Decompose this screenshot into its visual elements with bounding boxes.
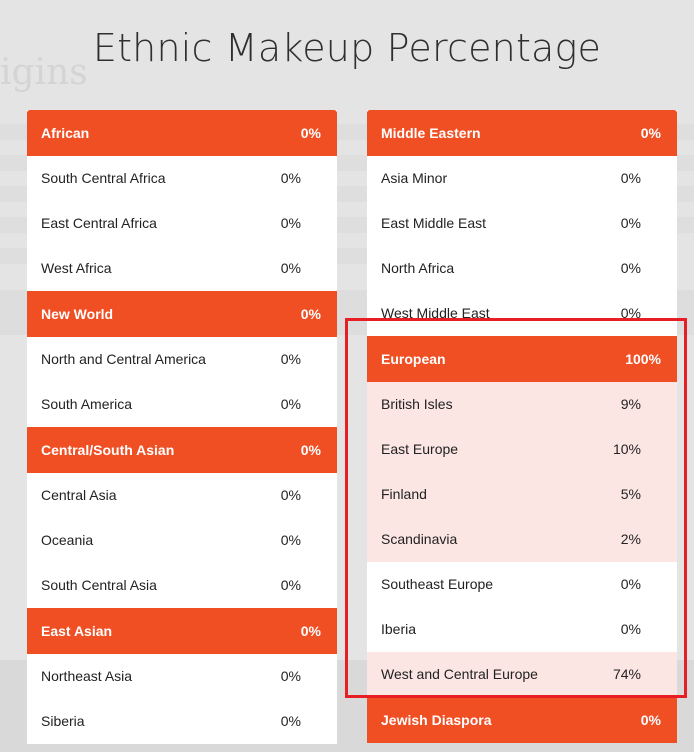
- ethnicity-percentage: 9%: [620, 396, 641, 412]
- ethnicity-percentage: 5%: [620, 486, 641, 502]
- ethnicity-row-north-africa: North Africa 0%: [367, 246, 677, 291]
- ethnicity-name: Iberia: [381, 621, 417, 637]
- region-name: East Asian: [41, 623, 113, 639]
- ethnicity-row-west-middle-east: West Middle East 0%: [367, 291, 677, 336]
- ethnicity-percentage: 0%: [280, 351, 301, 367]
- region-name: African: [41, 125, 90, 141]
- ethnicity-percentage: 0%: [620, 305, 641, 321]
- page-title: Ethnic Makeup Percentage: [92, 26, 602, 70]
- ethnicity-percentage: 0%: [280, 396, 301, 412]
- ethnicity-percentage: 0%: [620, 260, 641, 276]
- ethnicity-name: East Central Africa: [41, 215, 157, 231]
- ethnicity-row-southeast-europe: Southeast Europe 0%: [367, 562, 677, 607]
- ethnicity-name: North and Central America: [41, 351, 206, 367]
- ethnicity-row-north-and-central-america: North and Central America 0%: [27, 337, 337, 382]
- ethnicity-percentage: 0%: [280, 170, 301, 186]
- ethnicity-name: South America: [41, 396, 133, 412]
- ethnicity-name: South Central Africa: [41, 170, 166, 186]
- ethnicity-percentage: 0%: [280, 713, 301, 729]
- region-percentage: 0%: [640, 712, 661, 728]
- ethnicity-percentage: 0%: [280, 532, 301, 548]
- region-header-european: European 100%: [367, 336, 677, 382]
- ethnicity-name: West Middle East: [381, 305, 490, 321]
- ethnicity-row-east-middle-east: East Middle East 0%: [367, 201, 677, 246]
- ethnicity-name: West and Central Europe: [381, 666, 538, 682]
- ethnicity-row-finland: Finland 5%: [367, 472, 677, 517]
- ethnicity-percentage: 0%: [620, 170, 641, 186]
- region-name: Jewish Diaspora: [381, 712, 492, 728]
- ethnicity-percentage: 10%: [612, 441, 641, 457]
- ethnicity-row-south-central-africa: South Central Africa 0%: [27, 156, 337, 201]
- ethnicity-name: Scandinavia: [381, 531, 458, 547]
- ethnicity-row-siberia: Siberia 0%: [27, 699, 337, 744]
- region-percentage: 0%: [300, 125, 321, 141]
- ethnicity-row-central-asia: Central Asia 0%: [27, 473, 337, 518]
- region-percentage: 0%: [300, 442, 321, 458]
- ethnicity-name: British Isles: [381, 396, 453, 412]
- ethnicity-percentage: 0%: [620, 215, 641, 231]
- ethnicity-name: Finland: [381, 486, 427, 502]
- ethnicity-row-south-america: South America 0%: [27, 382, 337, 427]
- ethnicity-row-east-central-africa: East Central Africa 0%: [27, 201, 337, 246]
- ethnicity-row-british-isles: British Isles 9%: [367, 382, 677, 427]
- ethnicity-row-oceania: Oceania 0%: [27, 518, 337, 563]
- ethnicity-percentage: 74%: [612, 666, 641, 682]
- ethnicity-percentage: 0%: [280, 215, 301, 231]
- ethnicity-percentage: 0%: [280, 668, 301, 684]
- ethnicity-row-east-europe: East Europe 10%: [367, 427, 677, 472]
- ethnicity-percentage: 0%: [280, 260, 301, 276]
- region-name: Central/South Asian: [41, 442, 175, 458]
- ethnicity-name: North Africa: [381, 260, 455, 276]
- region-name: New World: [41, 306, 114, 322]
- ethnicity-percentage: 0%: [620, 576, 641, 592]
- region-percentage: 0%: [300, 623, 321, 639]
- ethnicity-table-left: African 0% South Central Africa 0% East Cent…: [27, 110, 337, 744]
- ethnicity-table-right: Middle Eastern 0% Asia Minor 0% East Middle …: [367, 110, 677, 743]
- region-header-middle-eastern: Middle Eastern 0%: [367, 110, 677, 156]
- ethnicity-name: Southeast Europe: [381, 576, 494, 592]
- ethnicity-row-northeast-asia: Northeast Asia 0%: [27, 654, 337, 699]
- ethnicity-name: Asia Minor: [381, 170, 448, 186]
- ethnicity-row-west-africa: West Africa 0%: [27, 246, 337, 291]
- ethnicity-name: Siberia: [41, 713, 85, 729]
- ethnicity-name: Oceania: [41, 532, 94, 548]
- ethnicity-percentage: 0%: [620, 621, 641, 637]
- ethnicity-row-iberia: Iberia 0%: [367, 607, 677, 652]
- ethnicity-percentage: 2%: [620, 531, 641, 547]
- region-header-jewish-diaspora: Jewish Diaspora 0%: [367, 697, 677, 743]
- region-percentage: 100%: [625, 351, 661, 367]
- ethnicity-name: Northeast Asia: [41, 668, 133, 684]
- ethnicity-name: West Africa: [41, 260, 112, 276]
- ethnicity-row-south-central-asia: South Central Asia 0%: [27, 563, 337, 608]
- region-header-new-world: New World 0%: [27, 291, 337, 337]
- region-name: Middle Eastern: [381, 125, 481, 141]
- region-percentage: 0%: [640, 125, 661, 141]
- ethnicity-row-asia-minor: Asia Minor 0%: [367, 156, 677, 201]
- region-header-african: African 0%: [27, 110, 337, 156]
- region-name: European: [381, 351, 446, 367]
- ethnicity-name: South Central Asia: [41, 577, 157, 593]
- ethnicity-name: East Europe: [381, 441, 459, 457]
- ethnicity-row-scandinavia: Scandinavia 2%: [367, 517, 677, 562]
- region-header-east-asian: East Asian 0%: [27, 608, 337, 654]
- ethnicity-name: East Middle East: [381, 215, 487, 231]
- region-header-central-south-asian: Central/South Asian 0%: [27, 427, 337, 473]
- ethnicity-percentage: 0%: [280, 577, 301, 593]
- region-percentage: 0%: [300, 306, 321, 322]
- ethnicity-row-west-and-central-europe: West and Central Europe 74%: [367, 652, 677, 697]
- ethnicity-name: Central Asia: [41, 487, 117, 503]
- ethnicity-percentage: 0%: [280, 487, 301, 503]
